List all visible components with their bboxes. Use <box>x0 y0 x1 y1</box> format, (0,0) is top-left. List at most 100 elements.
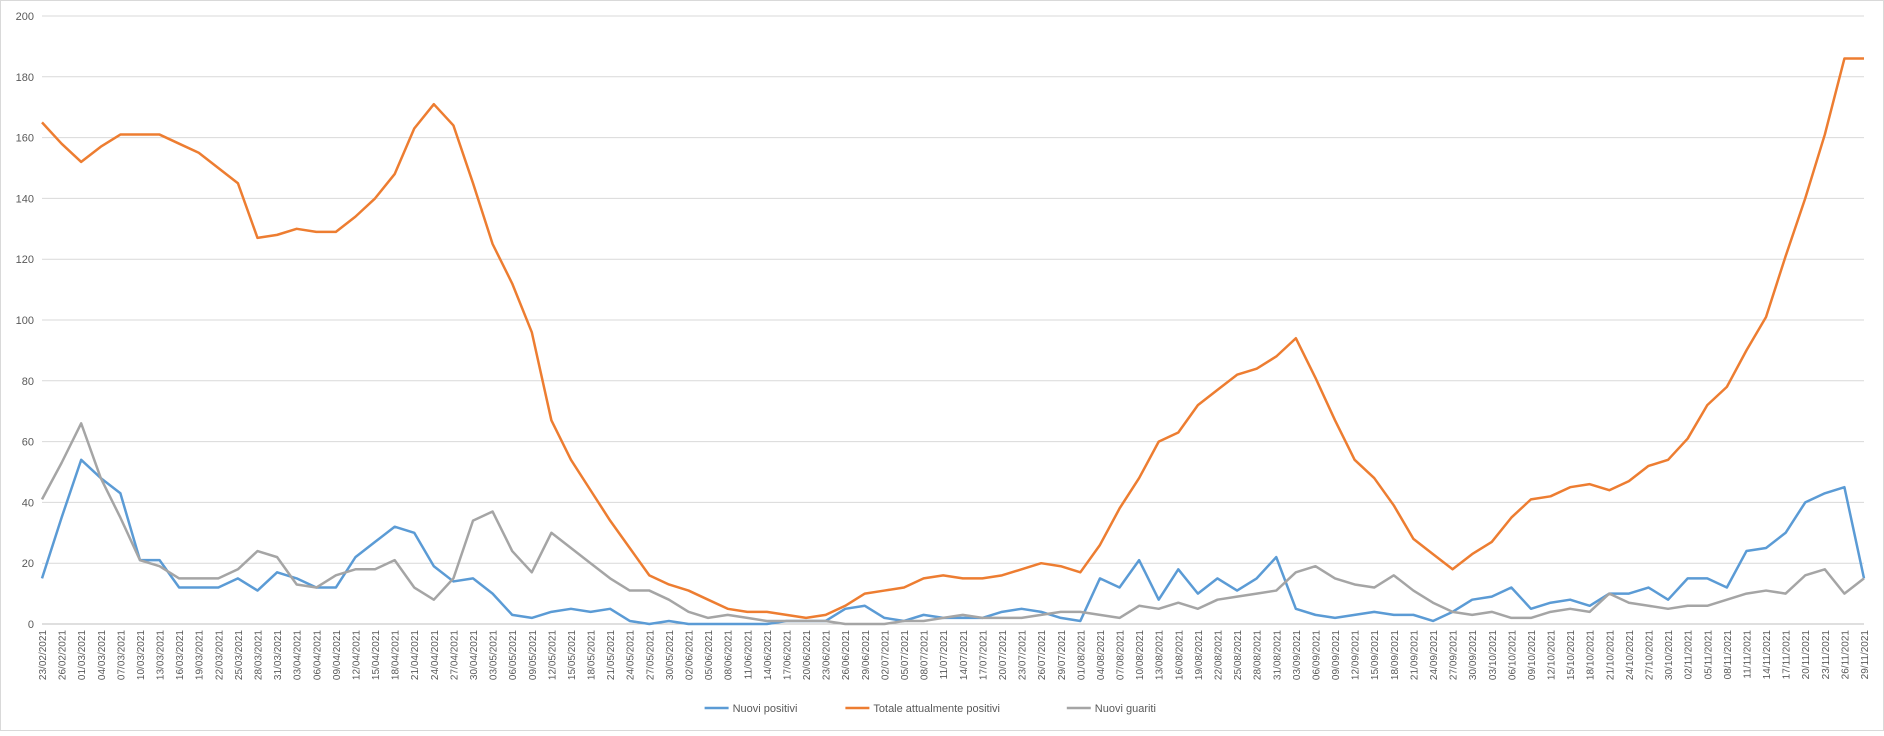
x-tick-label: 20/07/2021 <box>998 630 1009 680</box>
x-tick-label: 11/06/2021 <box>743 630 754 680</box>
x-tick-label: 18/09/2021 <box>1390 630 1401 680</box>
x-tick-label: 17/07/2021 <box>978 630 989 680</box>
x-tick-label: 26/07/2021 <box>1037 630 1048 680</box>
legend-label: Nuovi positivi <box>733 703 798 715</box>
x-tick-label: 22/08/2021 <box>1213 630 1224 680</box>
x-tick-label: 12/04/2021 <box>351 630 362 680</box>
y-tick-label: 40 <box>22 497 34 509</box>
x-tick-label: 30/05/2021 <box>665 630 676 680</box>
x-tick-label: 27/09/2021 <box>1449 630 1460 680</box>
x-tick-label: 29/07/2021 <box>1057 630 1068 680</box>
x-tick-label: 12/10/2021 <box>1547 630 1558 680</box>
y-tick-label: 100 <box>16 315 34 327</box>
x-tick-label: 05/06/2021 <box>704 630 715 680</box>
x-tick-label: 27/04/2021 <box>449 630 460 680</box>
x-tick-label: 25/03/2021 <box>234 630 245 680</box>
x-tick-label: 02/11/2021 <box>1684 630 1695 680</box>
x-tick-label: 30/10/2021 <box>1664 630 1675 680</box>
x-tick-label: 04/03/2021 <box>97 630 108 680</box>
y-tick-label: 0 <box>28 619 34 631</box>
x-tick-label: 19/08/2021 <box>1194 630 1205 680</box>
x-tick-label: 18/10/2021 <box>1586 630 1597 680</box>
y-tick-label: 120 <box>16 254 34 266</box>
x-tick-label: 03/05/2021 <box>489 630 500 680</box>
y-tick-label: 140 <box>16 193 34 205</box>
x-tick-label: 29/11/2021 <box>1860 630 1871 680</box>
x-tick-label: 26/02/2021 <box>58 630 69 680</box>
series-line <box>41 57 1864 620</box>
x-tick-label: 01/08/2021 <box>1076 630 1087 680</box>
x-tick-label: 30/09/2021 <box>1468 630 1479 680</box>
x-tick-label: 03/09/2021 <box>1292 630 1303 680</box>
x-tick-label: 24/04/2021 <box>430 630 441 680</box>
x-tick-label: 14/06/2021 <box>763 630 774 680</box>
x-tick-label: 28/03/2021 <box>254 630 265 680</box>
x-tick-label: 20/11/2021 <box>1801 630 1812 680</box>
x-tick-label: 26/06/2021 <box>841 630 852 680</box>
y-tick-label: 160 <box>16 133 34 145</box>
x-tick-label: 02/06/2021 <box>685 630 696 680</box>
x-tick-label: 05/07/2021 <box>900 630 911 680</box>
legend-label: Nuovi guariti <box>1095 703 1156 715</box>
x-tick-label: 08/11/2021 <box>1723 630 1734 680</box>
x-tick-label: 13/03/2021 <box>156 630 167 680</box>
x-tick-label: 15/04/2021 <box>371 630 382 680</box>
x-tick-label: 03/10/2021 <box>1488 630 1499 680</box>
x-tick-label: 20/06/2021 <box>802 630 813 680</box>
x-tick-label: 23/11/2021 <box>1821 630 1832 680</box>
x-tick-label: 21/05/2021 <box>606 630 617 680</box>
x-tick-label: 15/09/2021 <box>1370 630 1381 680</box>
x-tick-label: 16/08/2021 <box>1174 630 1185 680</box>
x-tick-label: 25/08/2021 <box>1233 630 1244 680</box>
x-tick-label: 01/03/2021 <box>77 630 88 680</box>
y-tick-label: 60 <box>22 437 34 449</box>
x-tick-label: 21/10/2021 <box>1605 630 1616 680</box>
x-tick-label: 17/11/2021 <box>1782 630 1793 680</box>
x-tick-label: 06/09/2021 <box>1311 630 1322 680</box>
x-tick-label: 03/04/2021 <box>293 630 304 680</box>
x-tick-label: 26/11/2021 <box>1840 630 1851 680</box>
series-line <box>40 422 1865 626</box>
x-tick-label: 09/05/2021 <box>528 630 539 680</box>
x-tick-label: 31/08/2021 <box>1272 630 1283 680</box>
y-tick-label: 200 <box>16 11 34 23</box>
x-tick-label: 19/03/2021 <box>195 630 206 680</box>
x-tick-label: 15/10/2021 <box>1566 630 1577 680</box>
x-tick-label: 18/04/2021 <box>391 630 402 680</box>
x-tick-label: 11/11/2021 <box>1742 630 1753 679</box>
x-tick-label: 29/06/2021 <box>861 630 872 680</box>
x-tick-label: 24/05/2021 <box>626 630 637 680</box>
x-tick-label: 05/11/2021 <box>1703 630 1714 680</box>
x-tick-label: 04/08/2021 <box>1096 630 1107 680</box>
x-tick-label: 21/09/2021 <box>1409 630 1420 680</box>
x-tick-label: 08/06/2021 <box>724 630 735 680</box>
x-tick-label: 27/10/2021 <box>1644 630 1655 680</box>
x-tick-label: 22/03/2021 <box>214 630 225 680</box>
x-tick-label: 14/07/2021 <box>959 630 970 680</box>
x-tick-label: 14/11/2021 <box>1762 630 1773 680</box>
x-tick-label: 21/04/2021 <box>410 630 421 680</box>
x-tick-label: 15/05/2021 <box>567 630 578 680</box>
y-tick-label: 180 <box>16 72 34 84</box>
x-tick-label: 16/03/2021 <box>175 630 186 680</box>
x-tick-label: 18/05/2021 <box>587 630 598 680</box>
legend-label: Totale attualmente positivi <box>873 703 1000 715</box>
x-tick-label: 06/04/2021 <box>312 630 323 680</box>
x-tick-label: 10/08/2021 <box>1135 630 1146 680</box>
x-tick-label: 12/05/2021 <box>547 630 558 680</box>
x-tick-label: 08/07/2021 <box>920 630 931 680</box>
x-tick-label: 23/07/2021 <box>1018 630 1029 680</box>
y-tick-label: 80 <box>22 376 34 388</box>
x-tick-label: 06/05/2021 <box>508 630 519 680</box>
x-tick-label: 27/05/2021 <box>645 630 656 680</box>
x-tick-label: 17/06/2021 <box>782 630 793 680</box>
x-tick-label: 24/09/2021 <box>1429 630 1440 680</box>
x-tick-label: 24/10/2021 <box>1625 630 1636 680</box>
x-tick-label: 09/04/2021 <box>332 630 343 680</box>
x-tick-label: 09/09/2021 <box>1331 630 1342 680</box>
x-tick-label: 23/02/2021 <box>38 630 49 680</box>
x-tick-label: 30/04/2021 <box>469 630 480 680</box>
x-tick-label: 28/08/2021 <box>1253 630 1264 680</box>
